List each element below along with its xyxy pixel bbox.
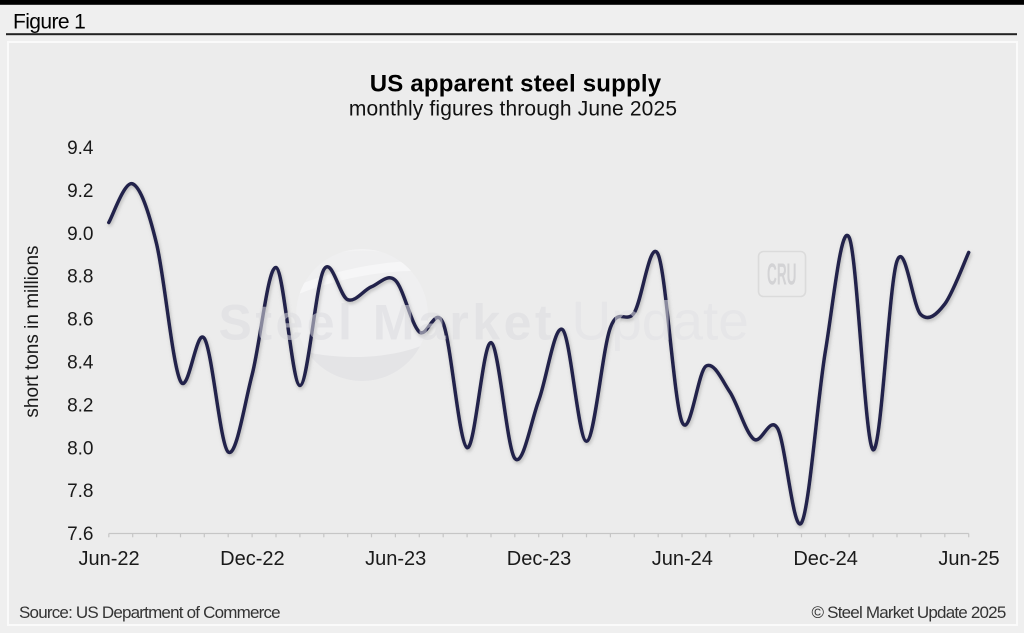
svg-text:monthly figures through June 2: monthly figures through June 2025	[349, 98, 677, 121]
svg-text:Dec-24: Dec-24	[793, 548, 857, 570]
svg-text:short tons in millions: short tons in millions	[22, 245, 43, 417]
svg-text:9.2: 9.2	[67, 181, 93, 202]
svg-text:Jun-22: Jun-22	[79, 548, 140, 570]
svg-text:9.0: 9.0	[67, 224, 93, 245]
svg-text:Jun-25: Jun-25	[938, 548, 999, 570]
svg-text:© Steel Market Update 2025: © Steel Market Update 2025	[812, 603, 1006, 622]
svg-text:Figure 1: Figure 1	[13, 11, 85, 34]
svg-text:US apparent steel supply: US apparent steel supply	[370, 71, 662, 98]
svg-text:7.8: 7.8	[67, 481, 93, 502]
svg-text:Source: US Department of Comme: Source: US Department of Commerce	[19, 603, 280, 622]
svg-text:Dec-23: Dec-23	[507, 548, 571, 570]
svg-text:Steel Market: Steel Market	[219, 295, 556, 351]
svg-text:Update: Update	[572, 290, 749, 352]
svg-text:8.6: 8.6	[67, 310, 93, 331]
svg-text:8.8: 8.8	[67, 267, 93, 288]
svg-text:Jun-23: Jun-23	[365, 548, 426, 570]
svg-text:7.6: 7.6	[67, 524, 93, 545]
svg-text:8.2: 8.2	[67, 395, 93, 416]
svg-text:8.0: 8.0	[67, 438, 93, 459]
svg-text:9.4: 9.4	[67, 138, 94, 159]
svg-text:Dec-22: Dec-22	[220, 548, 284, 570]
svg-text:8.4: 8.4	[67, 353, 94, 374]
svg-text:CRU: CRU	[767, 257, 797, 292]
svg-text:Jun-24: Jun-24	[652, 548, 713, 570]
